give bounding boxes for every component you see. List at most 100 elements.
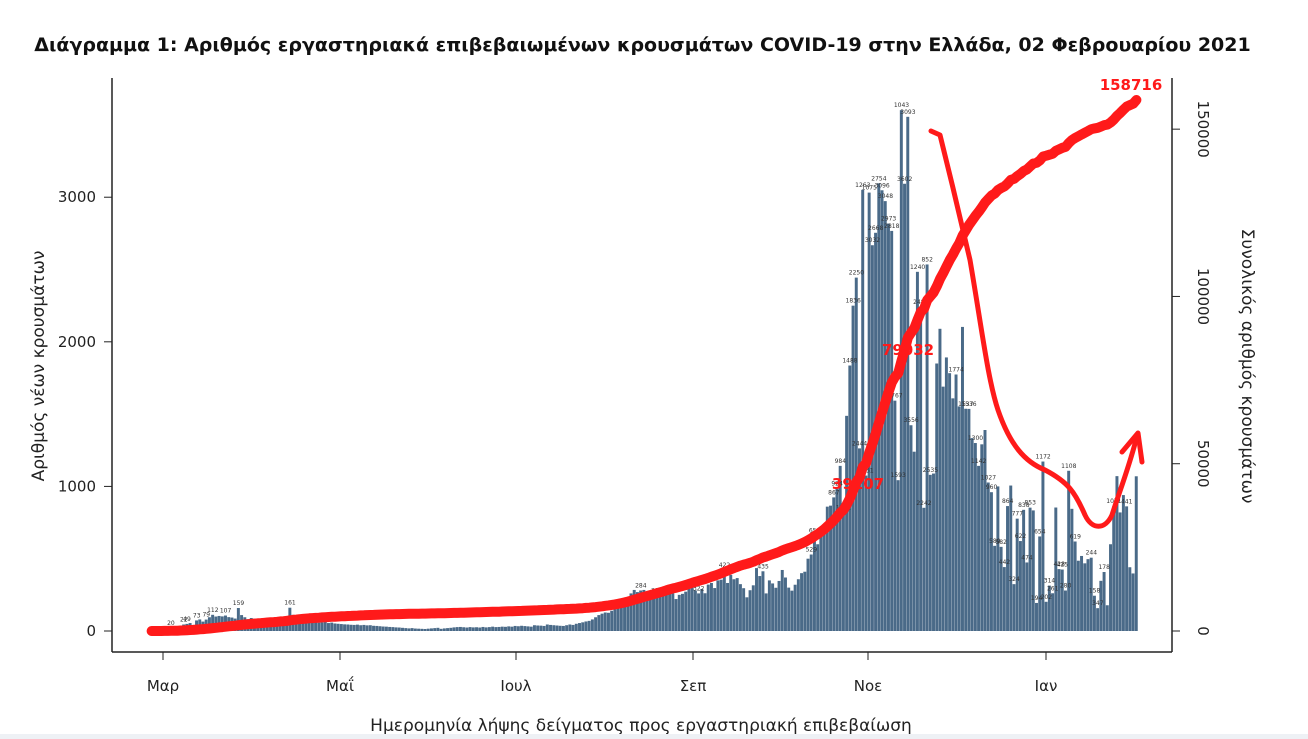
bar [800,573,804,631]
bar [858,448,861,631]
bar [851,305,855,631]
bar-value-label: 284 [635,583,647,590]
bar-value-label: 1836 [846,298,861,305]
bar [867,192,871,631]
bar [1092,595,1096,631]
bar-value-label: 1075 [862,185,877,192]
bar-value-label: 1043 [894,102,909,109]
bar-value-label: 2767 [887,393,902,400]
bar [1070,508,1074,631]
bar [397,627,401,631]
bar [658,594,662,631]
bar [1115,476,1119,631]
bar [1105,605,1109,631]
bar [796,579,800,631]
bar-value-label: 79 [202,612,210,619]
bar [816,544,820,631]
bar-value-label: 1108 [1061,463,1076,470]
bar [455,627,459,631]
bar [1086,559,1090,631]
bar-value-label: 1172 [1035,454,1050,461]
bar [951,398,955,631]
bar [948,373,952,631]
bar-value-label: 3032 [865,237,880,244]
bar [574,623,578,631]
bar [938,328,942,631]
bar [1028,507,1032,631]
bar [623,598,627,631]
bar [809,554,813,631]
bar [812,535,816,631]
bar [642,589,646,631]
x-tick-label: Σεπ [680,677,707,695]
bar [1089,557,1093,631]
bar [626,601,630,631]
bar [677,594,681,631]
bar [845,415,849,631]
bar-value-label: 529 [806,547,818,554]
bar-value-label: 2973 [881,216,896,223]
bar [542,625,546,631]
bar-value-label: 777 [1012,511,1024,518]
bar [745,597,749,631]
bar [1057,569,1061,631]
bar [1009,485,1013,631]
bar-value-label: 22 [180,617,188,624]
bar [890,230,894,631]
bar [761,571,765,631]
bar-value-label: 178 [1098,564,1110,571]
bar-value-label: 442 [999,559,1011,566]
bar [1012,584,1016,631]
bar [471,627,475,631]
bar [442,628,446,631]
y-axis-label: Αριθμός νέων κρουσμάτων [29,251,49,482]
bar [1125,506,1129,631]
bar-value-label: 582 [995,539,1007,546]
bar [713,588,717,631]
bar [919,306,923,631]
bar [1096,608,1100,631]
bar [980,444,984,631]
bar-value-label: 2484 [913,299,928,306]
bar [388,626,392,631]
bar [475,627,478,631]
bar [606,612,610,631]
bar-value-label: 107 [220,608,232,615]
y2-axis-label: Συνολικός αριθμός κρουσμάτων [1237,229,1257,504]
bar-value-label: 1774 [949,367,964,374]
bar [539,625,543,631]
cumulative-curve [146,95,1142,636]
bar-value-label: 20 [167,620,175,627]
bar [1073,541,1077,631]
bar [343,624,347,631]
bar [355,624,359,631]
bar [1131,573,1135,631]
bar-value-label: 2754 [871,175,886,182]
bar [986,482,990,631]
bar-value-label: 1240 [910,264,925,271]
bar [339,624,343,631]
bar [639,590,643,631]
bar-value-label: 2444 [852,440,867,447]
bar [716,580,720,631]
bar [359,625,363,631]
bar [304,618,308,631]
bar [693,590,697,631]
bar [661,591,665,631]
bar [1038,536,1042,631]
bar [446,628,450,631]
bar [635,592,639,631]
bar [458,626,462,631]
cumulative-annotation: 158716 [1100,76,1163,94]
bar [368,625,372,631]
bar [961,326,964,631]
bar [861,189,865,631]
bar [674,599,678,631]
bar [462,627,466,631]
bar-value-label: 428 [1053,561,1065,568]
bar [603,612,607,631]
bar-value-label: 194 [1031,595,1043,602]
bar [941,386,945,631]
bar-value-label: 654 [1034,528,1046,535]
